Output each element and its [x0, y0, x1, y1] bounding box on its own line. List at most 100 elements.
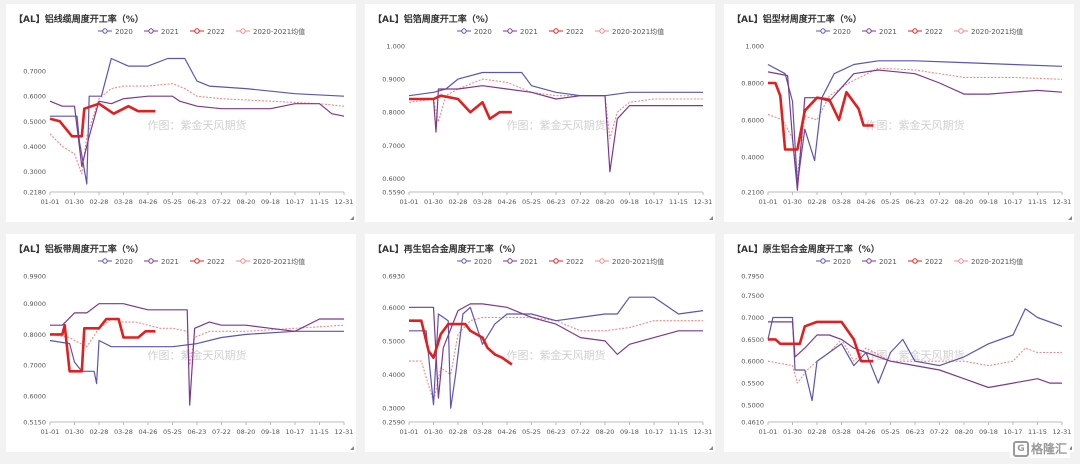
legend-swatch-marker [102, 258, 108, 264]
legend-label: 2022 [925, 258, 943, 266]
resize-handle-icon[interactable] [1068, 446, 1072, 450]
y-tick-label: 0.5590 [382, 189, 405, 197]
legend-item[interactable]: 2020-2021均值 [595, 27, 664, 36]
brand-name: 格隆汇 [1030, 442, 1067, 456]
legend-swatch-marker [820, 28, 826, 34]
legend-item[interactable]: 2020 [816, 28, 851, 36]
resize-handle-icon[interactable] [1068, 216, 1072, 220]
legend-item[interactable]: 2021 [503, 28, 538, 36]
y-tick-label: 0.8000 [23, 331, 46, 339]
series-line-2021 [767, 69, 1063, 191]
legend-item[interactable]: 2021 [144, 28, 179, 36]
x-tick-label: 12-31 [1053, 198, 1072, 206]
x-tick-label: 08-20 [237, 198, 256, 206]
series-line-2020 [49, 330, 344, 385]
chart-legend: 2020 2021 2022 2020-2021均值 [457, 27, 664, 36]
line-chart-al-sheet-strip: 2020 2021 2022 2020-2021均值 01-01 01-30 02-28 03… [23, 257, 353, 436]
x-tick-label: 01-30 [65, 428, 84, 436]
watermark: 作图：紫金天风期货 [148, 118, 247, 132]
x-tick-label: 11-15 [1028, 428, 1047, 436]
y-axis: 0.7950 0.7500 0.7000 0.6500 0.6000 0.5500 0.50… [741, 273, 764, 427]
y-tick-label: 0.4000 [23, 143, 46, 151]
x-tick-label: 01-30 [424, 428, 443, 436]
legend-label: 2020-2021均值 [253, 257, 305, 266]
x-tick-label: 01-30 [65, 198, 84, 206]
legend-swatch-marker [461, 258, 467, 264]
x-tick-label: 07-22 [571, 198, 590, 206]
legend-item[interactable]: 2022 [908, 28, 943, 36]
y-tick-label: 0.2180 [23, 189, 46, 197]
x-tick-label: 02-28 [90, 198, 109, 206]
x-tick-label: 07-22 [930, 428, 949, 436]
legend-item[interactable]: 2020-2021均值 [236, 257, 305, 266]
x-tick-label: 12-31 [694, 428, 713, 436]
x-tick-label: 04-26 [139, 198, 158, 206]
x-axis: 01-01 01-30 02-28 03-28 04-26 05-25 06-23 07-22… [400, 421, 713, 436]
legend-item[interactable]: 2021 [862, 258, 897, 266]
y-tick-label: 0.6500 [741, 336, 764, 344]
legend-item[interactable]: 2022 [190, 258, 225, 266]
legend-item[interactable]: 2020-2021均值 [236, 27, 305, 36]
series-line-2021 [49, 95, 345, 167]
legend-swatch-marker [240, 28, 246, 34]
legend-label: 2021 [520, 28, 538, 36]
legend-item[interactable]: 2020 [98, 28, 133, 36]
legend-item[interactable]: 2020-2021均值 [954, 257, 1023, 266]
legend-item[interactable]: 2020-2021均值 [595, 257, 664, 266]
legend-label: 2022 [566, 28, 584, 36]
x-tick-label: 08-20 [596, 428, 615, 436]
x-tick-label: 10-17 [1004, 198, 1023, 206]
legend-label: 2021 [879, 258, 897, 266]
x-tick-label: 09-18 [979, 428, 998, 436]
legend-label: 2021 [879, 28, 897, 36]
x-tick-label: 04-26 [857, 198, 876, 206]
series-line-avg [408, 78, 703, 140]
legend-item[interactable]: 2022 [190, 28, 225, 36]
x-tick-label: 08-20 [237, 428, 256, 436]
legend-label: 2020-2021均值 [971, 257, 1023, 266]
chart-title: 【AL】铝箔周度开工率（%） [373, 15, 494, 25]
x-tick-label: 09-18 [620, 198, 639, 206]
x-axis: 01-01 01-30 02-28 03-28 04-26 05-25 06-23 07-22… [41, 191, 353, 206]
legend-item[interactable]: 2021 [503, 258, 538, 266]
legend-item[interactable]: 2022 [549, 258, 584, 266]
legend-label: 2021 [161, 28, 179, 36]
chart-title: 【AL】铝板带周度开工率（%） [14, 245, 144, 255]
legend-item[interactable]: 2022 [549, 28, 584, 36]
legend-label: 2020 [115, 28, 133, 36]
x-axis: 01-01 01-30 02-28 03-28 04-26 05-25 06-23 07-22… [759, 421, 1071, 436]
resize-handle-icon[interactable] [709, 216, 713, 220]
legend-item[interactable]: 2020 [816, 258, 851, 266]
x-tick-label: 01-01 [759, 428, 778, 436]
legend-swatch-marker [507, 258, 513, 264]
series-line-2022 [409, 94, 512, 121]
legend-swatch-marker [866, 28, 872, 34]
chart-panel-primary-al-alloy: 2020 2021 2022 2020-2021均值 01-01 01-30 02-28 03… [724, 234, 1074, 452]
legend-item[interactable]: 2020 [98, 258, 133, 266]
resize-handle-icon[interactable] [350, 446, 354, 450]
x-tick-label: 10-17 [645, 428, 664, 436]
legend-item[interactable]: 2020 [457, 28, 492, 36]
legend-swatch-marker [507, 28, 513, 34]
legend-swatch-marker [958, 28, 964, 34]
x-tick-label: 03-28 [473, 428, 492, 436]
y-tick-label: 0.8000 [741, 79, 764, 87]
legend-item[interactable]: 2020 [457, 258, 492, 266]
series-line-2020 [409, 296, 704, 409]
y-tick-label: 0.8000 [382, 109, 405, 117]
legend-item[interactable]: 2021 [144, 258, 179, 266]
x-tick-label: 08-20 [955, 428, 974, 436]
resize-handle-icon[interactable] [709, 446, 713, 450]
legend-swatch-marker [866, 258, 872, 264]
legend-swatch-marker [102, 28, 108, 34]
legend-swatch-marker [553, 28, 559, 34]
x-tick-label: 01-01 [41, 428, 60, 436]
legend-item[interactable]: 2020-2021均值 [954, 27, 1023, 36]
x-tick-label: 11-15 [310, 198, 329, 206]
series-line-2021 [768, 321, 1062, 389]
legend-item[interactable]: 2021 [862, 28, 897, 36]
line-chart-primary-al-alloy: 2020 2021 2022 2020-2021均值 01-01 01-30 02-28 03… [741, 257, 1071, 436]
resize-handle-icon[interactable] [350, 216, 354, 220]
y-axis: 1.000 0.8000 0.6000 0.4000 0.2100 [741, 43, 764, 197]
legend-item[interactable]: 2022 [908, 258, 943, 266]
